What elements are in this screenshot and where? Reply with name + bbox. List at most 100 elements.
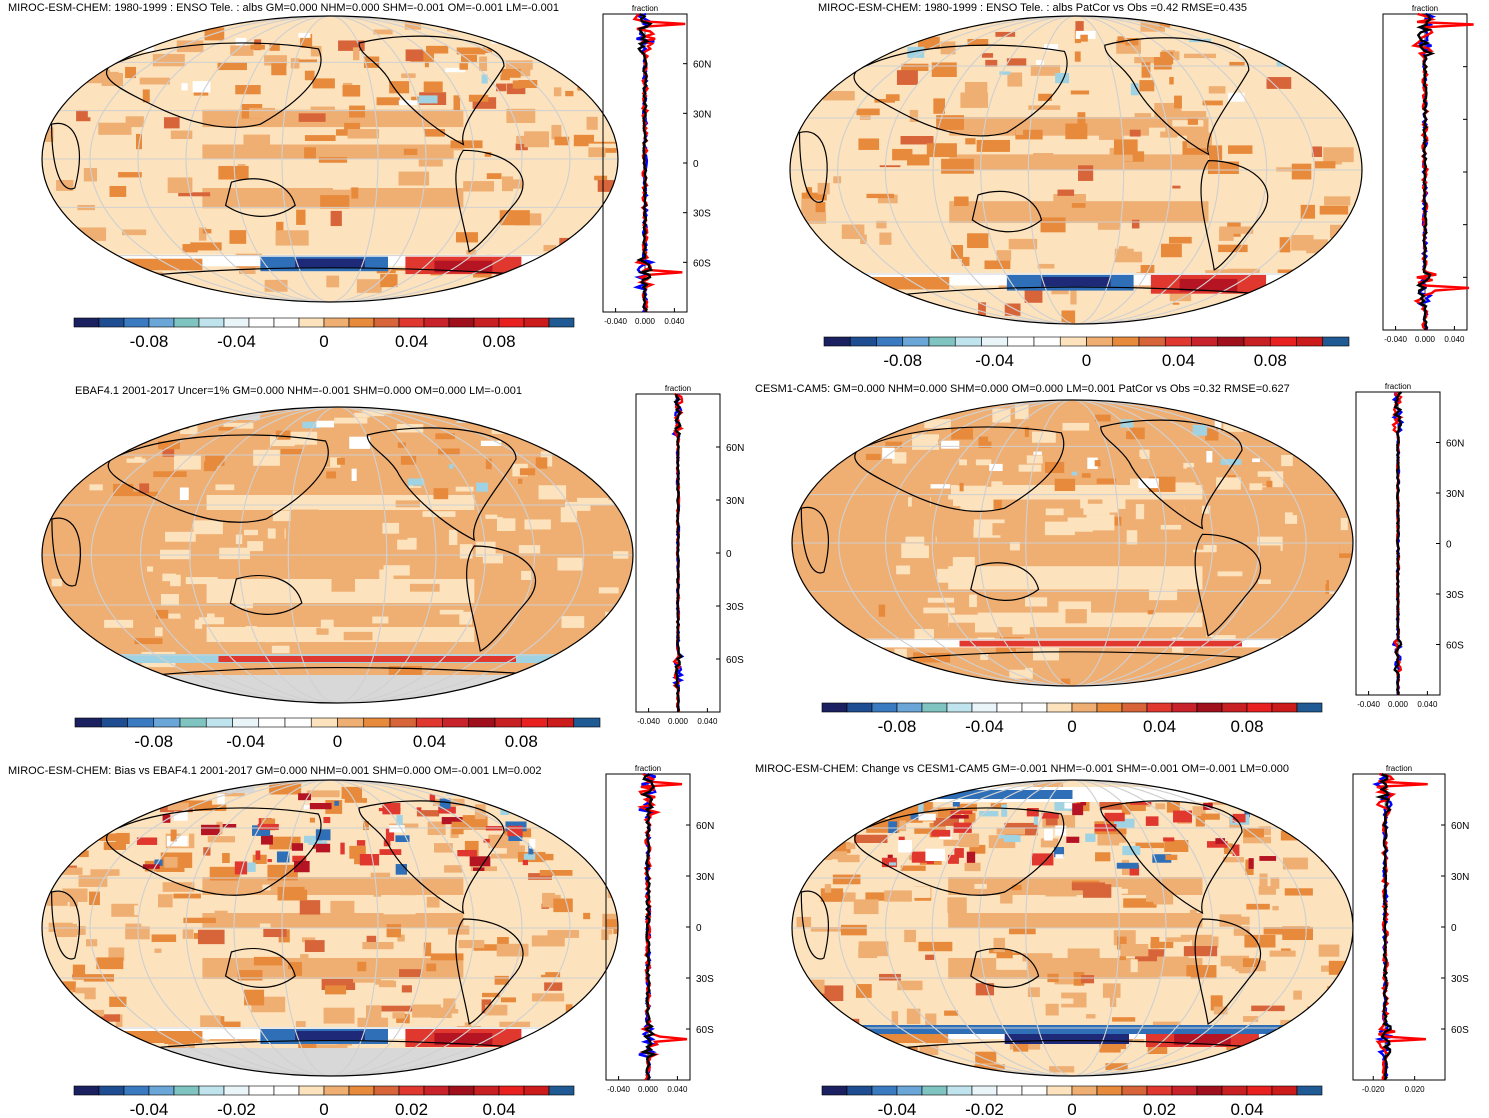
x-tick-label: 0.040	[667, 1085, 688, 1094]
colorbar-label: 0.04	[413, 732, 446, 751]
colorbar-swatch	[468, 717, 496, 728]
colorbar-swatch	[298, 1085, 325, 1096]
colorbar-swatch	[1246, 702, 1273, 713]
colorbar-swatch	[1021, 1085, 1048, 1096]
lat-tick-label: 30S	[726, 602, 744, 613]
lat-tick-label: 60N	[726, 443, 744, 454]
colorbar-label: -0.04	[130, 1100, 169, 1118]
zonal-series	[673, 393, 684, 713]
colorbar-swatch	[520, 717, 548, 728]
map-border	[41, 779, 619, 1077]
colorbar-swatch	[946, 1085, 973, 1096]
map-robinson	[41, 406, 634, 704]
colorbar-swatch	[98, 1085, 125, 1096]
colorbar-swatch	[821, 702, 848, 713]
colorbar-label: -0.08	[134, 732, 173, 751]
colorbar-swatch	[310, 717, 338, 728]
colorbar-swatch	[348, 1085, 375, 1096]
colorbar-swatch	[423, 317, 450, 328]
colorbar-swatch	[1071, 702, 1098, 713]
colorbar-label: 0.08	[505, 732, 538, 751]
colorbar-swatch	[954, 336, 982, 347]
colorbar-swatch	[902, 336, 930, 347]
panel-title: EBAF4.1 2001-2017 Uncer=1% GM=0.000 NHM=…	[75, 385, 522, 397]
colorbar-swatch	[323, 1085, 350, 1096]
map-robinson	[791, 779, 1354, 1077]
colorbar-label: 0.02	[395, 1100, 428, 1118]
colorbar-swatch	[198, 317, 225, 328]
panel-title: MIROC-ESM-CHEM: 1980-1999 : ENSO Tele. :…	[8, 2, 559, 14]
colorbar-swatch	[323, 317, 350, 328]
colorbar-swatch	[1271, 1085, 1298, 1096]
colorbar-swatch	[298, 317, 325, 328]
colorbar-label: 0.08	[482, 332, 515, 351]
colorbar-swatch	[1171, 702, 1198, 713]
lat-tick-label: 30S	[693, 209, 711, 220]
colorbar-swatch	[1071, 1085, 1098, 1096]
colorbar-swatch	[1191, 336, 1219, 347]
map-robinson	[41, 15, 619, 303]
colorbar-swatch	[248, 1085, 275, 1096]
colorbar-label: -0.08	[130, 332, 169, 351]
colorbar-swatch	[398, 317, 425, 328]
colorbar-swatch	[442, 717, 470, 728]
colorbar-swatch	[547, 717, 575, 728]
missing-data-region	[42, 1048, 618, 1076]
colorbar-swatch	[198, 1085, 225, 1096]
map-border	[789, 15, 1363, 325]
colorbar-swatch	[494, 717, 522, 728]
colorbar-swatch	[523, 317, 550, 328]
missing-data-region	[42, 675, 633, 703]
x-tick-label: 0.040	[697, 717, 718, 726]
colorbar-swatch	[946, 702, 973, 713]
colorbar-swatch	[153, 717, 181, 728]
x-tick-label: -0.040	[637, 717, 660, 726]
zonal-series	[632, 13, 686, 313]
colorbar-swatch	[1033, 336, 1061, 347]
colorbar-swatch	[871, 1085, 898, 1096]
colorbar-swatch	[846, 1085, 873, 1096]
colorbar-swatch	[1296, 702, 1323, 713]
lat-tick-label: 60S	[693, 258, 711, 269]
colorbar-swatch	[73, 317, 100, 328]
zonal-unit-label: fraction	[635, 764, 661, 773]
colorbar-swatch	[846, 702, 873, 713]
x-tick-label: 0.040	[664, 317, 685, 326]
zonal-series	[1393, 391, 1403, 696]
colorbar: -0.04 -0.02 0 0.02 0.04	[821, 1085, 1323, 1118]
zonal-unit-label: fraction	[665, 384, 691, 393]
lat-tick-label: 0	[693, 159, 699, 170]
x-tick-label: 0.020	[1405, 1085, 1426, 1094]
colorbar-swatch	[73, 1085, 100, 1096]
colorbar-swatch	[173, 317, 200, 328]
colorbar-swatch	[1112, 336, 1140, 347]
x-tick-label: 0.000	[1415, 335, 1436, 344]
colorbar-swatch	[1046, 1085, 1073, 1096]
colorbar-label: -0.08	[878, 717, 917, 736]
colorbar-swatch	[284, 717, 312, 728]
colorbar-swatch	[896, 702, 923, 713]
colorbar-swatch	[498, 317, 525, 328]
colorbar-swatch	[921, 1085, 948, 1096]
colorbar-swatch	[74, 717, 102, 728]
colorbar: -0.08 -0.04 0 0.04 0.08	[823, 336, 1350, 370]
colorbar-label: 0.02	[1143, 1100, 1176, 1118]
x-tick-label: 0.000	[638, 1085, 659, 1094]
colorbar-label: -0.04	[217, 332, 256, 351]
x-tick-label: 0.000	[668, 717, 689, 726]
colorbar-label: -0.02	[217, 1100, 256, 1118]
colorbar-label: 0	[1067, 1100, 1076, 1118]
colorbar-swatch	[1271, 702, 1298, 713]
colorbar-swatch	[1096, 1085, 1123, 1096]
colorbar-swatch	[1046, 702, 1073, 713]
colorbar: -0.04 -0.02 0 0.02 0.04	[73, 1085, 575, 1118]
colorbar-label: -0.08	[883, 351, 922, 370]
map-robinson	[41, 779, 619, 1077]
panel-title: MIROC-ESM-CHEM: Bias vs EBAF4.1 2001-201…	[8, 765, 542, 777]
lat-tick-label: 60S	[726, 655, 744, 666]
colorbar-swatch	[1269, 336, 1297, 347]
colorbar-swatch	[389, 717, 417, 728]
lat-tick-label: 60S	[696, 1025, 714, 1036]
colorbar-swatch	[173, 1085, 200, 1096]
x-tick-label: -0.020	[1362, 1085, 1385, 1094]
